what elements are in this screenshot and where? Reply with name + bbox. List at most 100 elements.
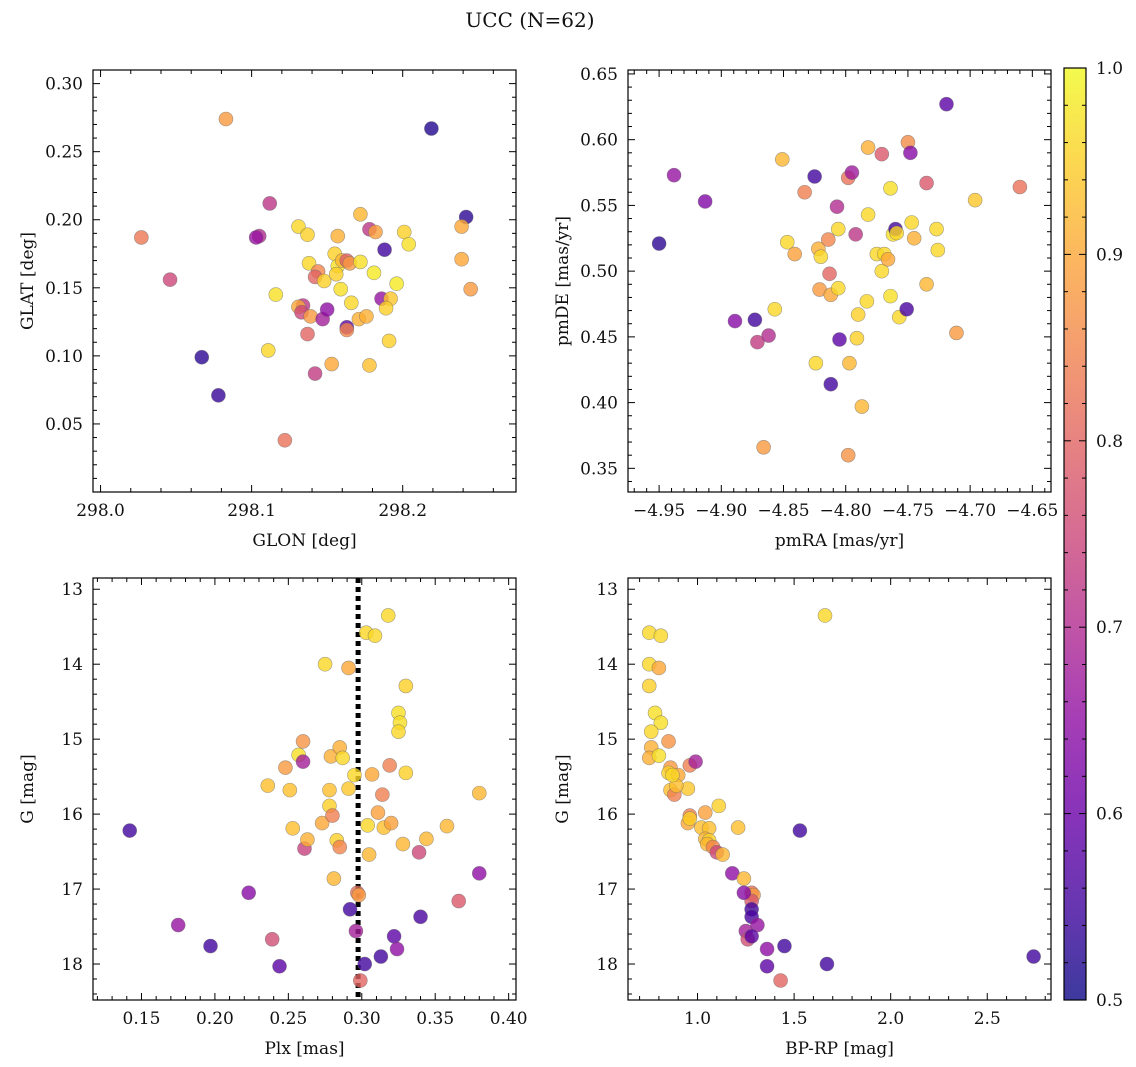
- data-point: [347, 767, 362, 783]
- data-point: [391, 724, 406, 739]
- data-point: [260, 778, 276, 793]
- data-point: [325, 808, 340, 823]
- data-point: [454, 219, 469, 234]
- axes-frame: [627, 577, 1052, 1001]
- data-point: [368, 224, 383, 240]
- data-point: [651, 748, 667, 763]
- y-tick-label: 0.60: [580, 131, 618, 151]
- data-point: [282, 782, 298, 798]
- data-point: [268, 287, 284, 302]
- y-tick-label: 0.65: [580, 65, 618, 85]
- data-point: [351, 887, 367, 903]
- y-tick-label: 0.20: [45, 211, 83, 231]
- data-point: [361, 847, 377, 862]
- data-point: [300, 832, 315, 847]
- data-point: [375, 787, 390, 802]
- data-point: [666, 167, 682, 183]
- data-point: [370, 805, 386, 820]
- x-tick-label: −4.75: [882, 501, 934, 521]
- data-point: [272, 958, 287, 974]
- data-point: [711, 798, 727, 814]
- data-point: [849, 330, 865, 346]
- data-point: [382, 758, 397, 773]
- x-axis-label: pmRA [mas/yr]: [775, 531, 904, 551]
- y-tick-label: 16: [596, 805, 618, 825]
- data-point: [797, 184, 812, 200]
- y-tick-label: 14: [596, 655, 618, 675]
- y-axis-label: G [mag]: [553, 754, 573, 823]
- data-point: [830, 280, 846, 296]
- x-axis-label: GLON [deg]: [252, 531, 356, 551]
- y-axis-label: G [mag]: [18, 754, 38, 823]
- data-point: [653, 715, 669, 730]
- data-point: [162, 272, 178, 287]
- x-tick-label: 1.5: [781, 1009, 808, 1029]
- colorbar-tick-label: 1.0: [1096, 59, 1123, 79]
- x-tick-label: −4.95: [633, 501, 685, 521]
- colorbar-gradient: [1063, 67, 1087, 1001]
- data-point: [832, 332, 847, 347]
- colorbar: 0.5 0.6 0.7 0.8 0.9 1.0: [1063, 59, 1123, 1011]
- data-point: [439, 818, 455, 834]
- data-point: [278, 760, 293, 775]
- data-point: [854, 399, 870, 414]
- data-point: [328, 266, 344, 282]
- data-point: [401, 236, 417, 252]
- data-point: [360, 818, 375, 833]
- data-point: [424, 121, 439, 136]
- data-point: [389, 941, 405, 957]
- colorbar-tick-label: 0.7: [1096, 618, 1123, 638]
- data-point: [330, 228, 346, 244]
- x-tick-label: −4.65: [1006, 501, 1058, 521]
- data-point: [808, 355, 824, 371]
- data-point: [830, 221, 846, 237]
- x-tick-label: −4.90: [695, 501, 747, 521]
- axes-frame: [92, 69, 517, 493]
- y-tick-label: 0.15: [45, 279, 83, 299]
- data-point: [883, 181, 898, 196]
- data-point: [319, 302, 335, 317]
- y-axis-label: GLAT [deg]: [18, 232, 38, 330]
- data-point: [381, 333, 397, 349]
- x-tick-label: 0.35: [416, 1009, 454, 1029]
- data-point: [651, 236, 667, 251]
- data-point: [682, 811, 698, 826]
- data-point: [378, 300, 394, 316]
- data-point: [1012, 179, 1028, 195]
- y-tick-label: 0.50: [580, 262, 618, 282]
- y-tick-label: 18: [61, 955, 83, 975]
- x-tick-label: 0.30: [343, 1009, 381, 1029]
- data-point: [367, 628, 383, 644]
- data-point: [366, 265, 382, 281]
- x-tick-label: −4.70: [944, 501, 996, 521]
- colorbar-tick-label: 0.8: [1096, 432, 1123, 452]
- data-point: [967, 192, 983, 208]
- data-point: [779, 234, 795, 250]
- data-point: [844, 165, 860, 180]
- axes-frame: [627, 69, 1052, 493]
- data-point: [248, 230, 264, 245]
- x-tick-label: 1.0: [684, 1009, 711, 1029]
- data-point: [322, 782, 337, 798]
- data-point: [451, 893, 467, 909]
- data-point: [300, 326, 315, 342]
- bprp-g-panel: 1.0 1.5 2.0 2.5 13 14 15 16 17 18 BP-RP [mag] G [ma…: [553, 577, 1052, 1059]
- data-point: [341, 660, 356, 676]
- data-point: [822, 266, 837, 282]
- colorbar-tick-label: 0.9: [1096, 245, 1123, 265]
- figure-title: UCC (N=62): [465, 8, 594, 32]
- data-point: [335, 750, 350, 766]
- plx-g-panel: 0.15 0.20 0.25 0.30 0.35 0.40 13 14 15 16 17 18 Plx …: [18, 577, 528, 1059]
- data-point: [761, 328, 776, 343]
- data-point: [759, 958, 775, 974]
- data-point: [314, 815, 330, 831]
- data-point: [874, 263, 890, 279]
- data-point: [295, 734, 311, 749]
- data-point: [373, 949, 389, 964]
- data-point: [929, 221, 944, 237]
- data-point: [218, 111, 234, 127]
- data-point: [904, 215, 919, 230]
- y-tick-label: 17: [61, 880, 83, 900]
- data-point: [661, 734, 676, 749]
- data-point: [829, 199, 845, 215]
